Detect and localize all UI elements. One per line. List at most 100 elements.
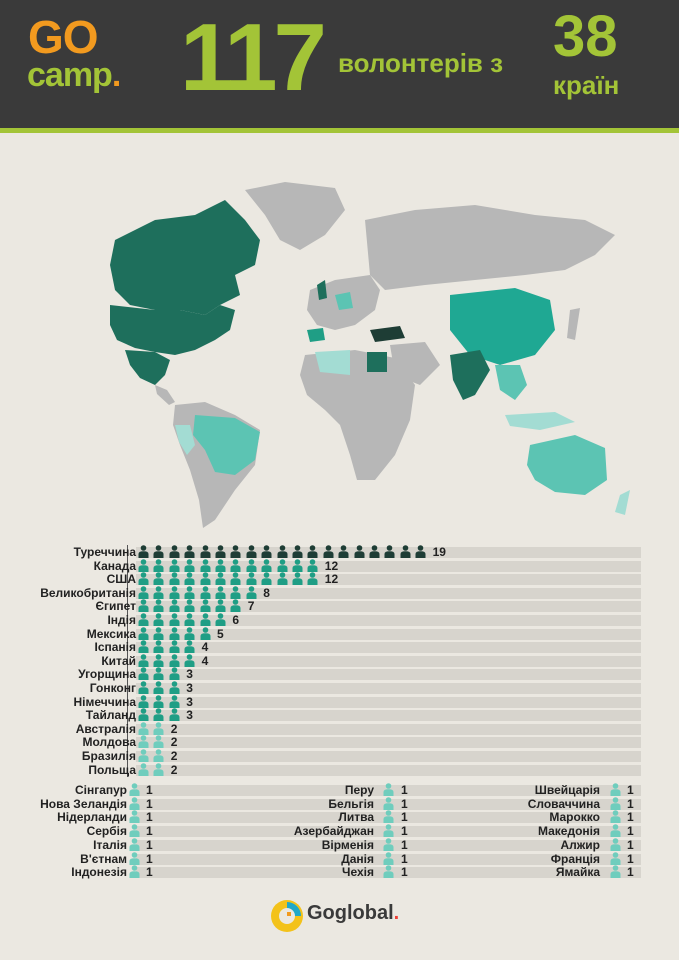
country-label: США: [106, 572, 136, 587]
count-label: 1: [401, 824, 408, 839]
person-icon: [184, 653, 195, 668]
person-icon: [230, 599, 241, 613]
count-label: 1: [401, 810, 408, 825]
brand-suffix: global: [334, 902, 394, 924]
map-algeria: [315, 350, 350, 375]
count-label: 1: [146, 796, 153, 811]
person-icon: [138, 572, 149, 586]
country-label: Італія: [93, 837, 127, 852]
country-label: Сінгапур: [74, 783, 127, 797]
map-china: [450, 288, 555, 365]
person-icon: [383, 837, 394, 852]
country-label: Франція: [550, 851, 600, 866]
person-icon: [184, 626, 195, 641]
person-icon: [184, 545, 195, 559]
person-icon: [184, 599, 195, 613]
person-icon: [153, 721, 164, 736]
person-icon: [169, 599, 180, 613]
person-icon: [383, 796, 394, 811]
map-australia: [527, 435, 607, 495]
person-icon: [153, 681, 164, 695]
country-label: Китай: [101, 653, 136, 668]
map-middle-east: [390, 342, 440, 385]
country-label: Нідерланди: [57, 810, 127, 825]
person-icon: [169, 558, 180, 573]
person-icon: [610, 824, 621, 838]
person-icon: [153, 694, 164, 709]
header: [0, 0, 679, 130]
map-turkey: [370, 326, 405, 342]
country-label: Алжир: [560, 837, 600, 852]
count-label: 7: [247, 599, 255, 614]
person-icon: [138, 653, 149, 668]
country-label: Ямайка: [555, 865, 600, 880]
person-icon: [230, 585, 241, 600]
count-label: 19: [432, 545, 446, 559]
person-icon: [610, 865, 621, 879]
country-label: Бельгія: [328, 796, 374, 811]
map-central-america: [155, 385, 175, 405]
logo-camp: camp.: [27, 58, 121, 92]
person-icon: [383, 824, 394, 838]
row-background: [136, 587, 641, 599]
country-label: Швейцарія: [534, 783, 600, 797]
person-icon: [215, 613, 226, 627]
count-label: 1: [627, 796, 634, 811]
row-background: [136, 655, 641, 667]
count-label: 1: [627, 837, 634, 852]
country-label: Угорщина: [78, 667, 136, 682]
country-label: Сербія: [86, 824, 127, 839]
country-label: Марокко: [549, 810, 600, 825]
country-label: Словаччина: [527, 796, 600, 811]
person-icon: [200, 613, 211, 627]
map-africa: [300, 350, 415, 480]
map-uk: [317, 280, 327, 300]
country-label: Тайланд: [85, 708, 136, 723]
person-icon: [307, 572, 318, 586]
count-label: 3: [186, 694, 193, 709]
person-icon: [323, 545, 334, 559]
count-label: 1: [401, 865, 408, 880]
person-icon: [200, 599, 211, 613]
country-label: В'єтнам: [80, 851, 127, 866]
count-label: 1: [146, 783, 153, 797]
count-label: 1: [627, 865, 634, 880]
person-icon: [138, 708, 149, 722]
row-background: [136, 615, 641, 626]
country-label: Чехія: [342, 865, 374, 880]
count-label: 1: [146, 851, 153, 866]
person-icon: [200, 545, 211, 559]
country-label: Азербайджан: [293, 824, 374, 839]
person-icon: [153, 585, 164, 600]
person-icon: [138, 681, 149, 695]
row-background: [136, 751, 641, 762]
count-label: 1: [146, 865, 153, 880]
person-icon: [610, 851, 621, 866]
countries-text: країн: [553, 70, 620, 100]
person-icon: [230, 558, 241, 573]
map-mexico: [125, 350, 170, 385]
person-icon: [610, 783, 621, 797]
person-icon: [200, 626, 211, 641]
person-icon: [129, 865, 140, 879]
count-label: 12: [324, 572, 339, 587]
person-icon: [383, 783, 394, 797]
row-background: [136, 696, 641, 708]
person-icon: [153, 626, 164, 641]
count-label: 1: [401, 796, 408, 811]
count-label: 2: [170, 721, 178, 736]
person-icon: [129, 851, 140, 866]
person-icon: [153, 640, 164, 654]
person-icon: [153, 749, 164, 763]
row-background: [136, 628, 641, 640]
person-icon: [184, 585, 195, 600]
person-icon: [153, 762, 164, 777]
count-label: 1: [401, 783, 408, 797]
country-label: Польща: [88, 762, 136, 777]
map-russia: [365, 205, 615, 290]
country-label: Німеччина: [73, 694, 136, 709]
countries-count: 38: [553, 4, 618, 69]
person-icon: [169, 667, 180, 681]
count-label: 3: [186, 681, 193, 695]
person-icon: [200, 585, 211, 600]
